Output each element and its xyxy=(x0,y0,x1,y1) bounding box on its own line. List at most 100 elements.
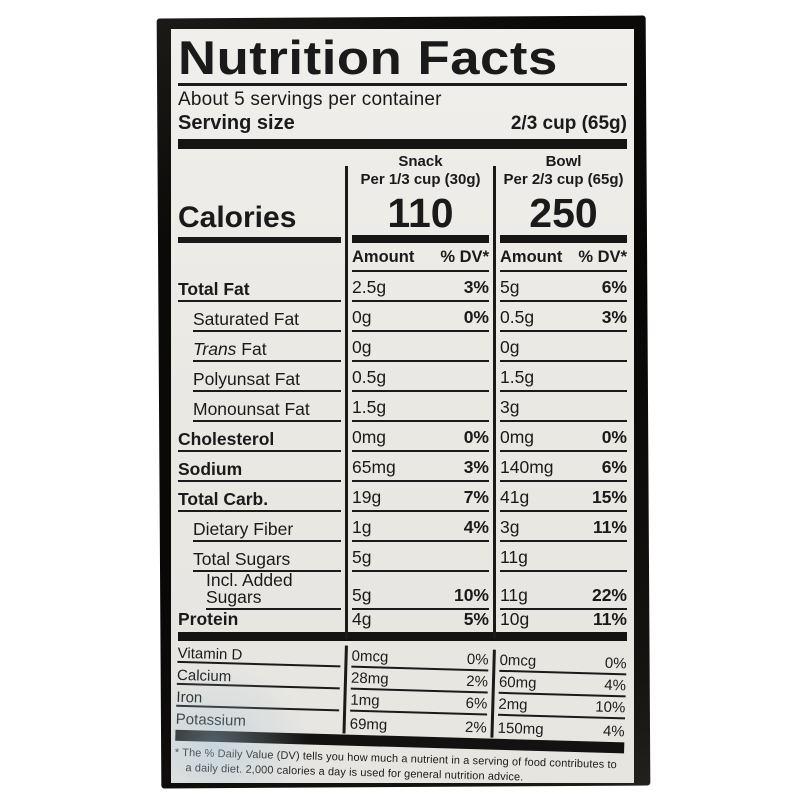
dv-value: 3% xyxy=(463,457,489,478)
snack-column-name: Snack xyxy=(398,152,443,170)
dv-value: 4% xyxy=(463,517,489,538)
value-cell-bowl: 150mg 4% xyxy=(497,716,625,742)
amount-value: 60mg xyxy=(498,673,537,692)
label-title: Nutrition Facts xyxy=(178,31,558,84)
value-cell-snack: 19g 7% xyxy=(352,482,489,512)
nutrient-row: Total Fat 2.5g 3% 5g 6% xyxy=(178,272,627,302)
value-cell-snack: 1g 4% xyxy=(352,512,489,542)
nutrient-name: Sodium xyxy=(178,452,341,482)
nutrient-row: Incl. Added Sugars 5g 10% 11g 22% xyxy=(178,571,627,610)
amount-value: 10g xyxy=(500,609,530,630)
nutrient-name: Total Fat xyxy=(178,272,341,302)
amount-value: 1.5g xyxy=(352,397,387,418)
amount-value: 0mcg xyxy=(351,647,389,666)
amount-value: 2mg xyxy=(498,695,528,714)
amount-value: 19g xyxy=(352,487,382,508)
nutrient-name: Trans Fat xyxy=(178,332,341,362)
dv-value: 11% xyxy=(592,517,627,538)
value-cell-bowl: 3g xyxy=(500,392,627,422)
amount-value: 5g xyxy=(500,277,520,298)
calories-label: Calories xyxy=(178,202,341,243)
label-header: Nutrition Facts About 5 servings per con… xyxy=(178,34,627,149)
column-headers-row: Snack Per 1/3 cup (30g) Bowl Per 2/3 cup… xyxy=(178,150,627,188)
column-divider xyxy=(493,165,496,639)
nutrient-row: Total Carb. 19g 7% 41g 15% xyxy=(178,482,627,512)
nutrient-name: Incl. Added Sugars xyxy=(178,571,341,610)
amount-value: 65mg xyxy=(352,457,396,478)
value-cell-snack: 5g 10% xyxy=(352,572,489,610)
value-cell-bowl: 1.5g xyxy=(500,362,627,392)
amount-value: 41g xyxy=(500,487,530,508)
dv-value: 2% xyxy=(466,672,489,691)
value-cell-bowl: 11g xyxy=(500,542,627,572)
serving-size-row: Serving size 2/3 cup (65g) xyxy=(178,112,627,135)
dv-value: 6% xyxy=(465,694,488,713)
dv-value: 3% xyxy=(463,277,489,298)
nutrient-row: Saturated Fat 0g 0% 0.5g 3% xyxy=(178,302,627,332)
value-cell-bowl: 0mcg 0% xyxy=(499,649,627,676)
amount-value: 0mg xyxy=(352,427,387,448)
serving-size-label: Serving size xyxy=(178,111,295,134)
amount-dv-header-bowl: Amount % DV* xyxy=(500,248,627,272)
serving-size-value: 2/3 cup (65g) xyxy=(510,112,627,134)
value-cell-bowl: 41g 15% xyxy=(500,482,627,512)
nutrient-row: Polyunsat Fat 0.5g 1.5g xyxy=(178,362,627,392)
snack-column-per: Per 1/3 cup (30g) xyxy=(360,170,481,188)
amount-value: 0mcg xyxy=(499,651,537,670)
vitamin-rows: Vitamin D 0mcg 0% 0mcg 0% Calcium 28mg 2% 60mg 4%… xyxy=(176,641,627,742)
servings-per-container: About 5 servings per container xyxy=(178,88,442,110)
value-cell-snack: 1.5g xyxy=(352,392,489,422)
amount-value: 150mg xyxy=(497,719,544,738)
nutrient-name: Dietary Fiber xyxy=(178,512,341,542)
value-cell-bowl: 11g 22% xyxy=(500,572,627,610)
nutrient-name: Potassium xyxy=(175,710,247,730)
amount-value: 5g xyxy=(352,585,372,606)
amount-value: 3g xyxy=(500,517,520,538)
value-cell-bowl: 0g xyxy=(500,332,627,362)
lower-section: Vitamin D 0mcg 0% 0mcg 0% Calcium 28mg 2% 60mg 4%… xyxy=(174,641,627,783)
dv-value: 4% xyxy=(602,722,625,741)
nutrient-row: Total Sugars 5g 11g xyxy=(178,542,627,572)
value-cell-snack: 0g 0% xyxy=(352,302,489,332)
dv-value: 10% xyxy=(453,585,489,606)
amount-header: Amount xyxy=(352,247,415,266)
section-bar-top xyxy=(178,138,627,149)
nutrient-name: Polyunsat Fat xyxy=(178,362,341,392)
value-cell-snack: 0mg 0% xyxy=(352,422,489,452)
value-cell-bowl: 2mg 10% xyxy=(498,693,626,720)
dv-header: % DV* xyxy=(578,247,627,266)
value-cell-snack: 2.5g 3% xyxy=(352,272,489,302)
nutrient-row: Protein 4g 5% 10g 11% xyxy=(178,602,627,632)
dv-value: 0% xyxy=(463,307,489,328)
amount-value: 140mg xyxy=(500,457,554,478)
amount-header: Amount xyxy=(500,247,563,266)
value-cell-bowl: 5g 6% xyxy=(500,272,627,302)
value-cell-bowl: 0mg 0% xyxy=(500,422,627,452)
nutrition-facts-label: Nutrition Facts About 5 servings per con… xyxy=(171,29,634,783)
nutrient-rows: Total Fat 2.5g 3% 5g 6% Saturated Fat 0g 0% 0.5g… xyxy=(178,272,627,632)
amount-value: 5g xyxy=(352,547,372,568)
amount-value: 0.5g xyxy=(500,307,535,328)
dv-value: 15% xyxy=(591,487,627,508)
amount-value: 69mg xyxy=(349,715,388,734)
amount-value: 4g xyxy=(352,609,372,630)
amount-value: 3g xyxy=(500,397,520,418)
title-rule xyxy=(178,82,627,86)
dv-value: 6% xyxy=(601,277,627,298)
nutrient-name: Monounsat Fat xyxy=(178,392,341,422)
value-cell-snack: 0.5g xyxy=(352,362,489,392)
nutrient-row: Cholesterol 0mg 0% 0mg 0% xyxy=(178,422,627,452)
dv-value: 5% xyxy=(463,609,489,630)
column-divider xyxy=(345,165,348,639)
value-cell-snack: 65mg 3% xyxy=(352,452,489,482)
calories-value-snack: 110 xyxy=(352,192,489,243)
amount-value: 2.5g xyxy=(352,277,387,298)
amount-value: 11g xyxy=(500,547,528,568)
amount-value: 28mg xyxy=(350,669,389,688)
value-cell-bowl: 140mg 6% xyxy=(500,452,627,482)
amount-value: 11g xyxy=(500,585,528,606)
nutrient-row: Sodium 65mg 3% 140mg 6% xyxy=(178,452,627,482)
amount-value: 0g xyxy=(352,307,372,328)
nutrient-row: Dietary Fiber 1g 4% 3g 11% xyxy=(178,512,627,542)
